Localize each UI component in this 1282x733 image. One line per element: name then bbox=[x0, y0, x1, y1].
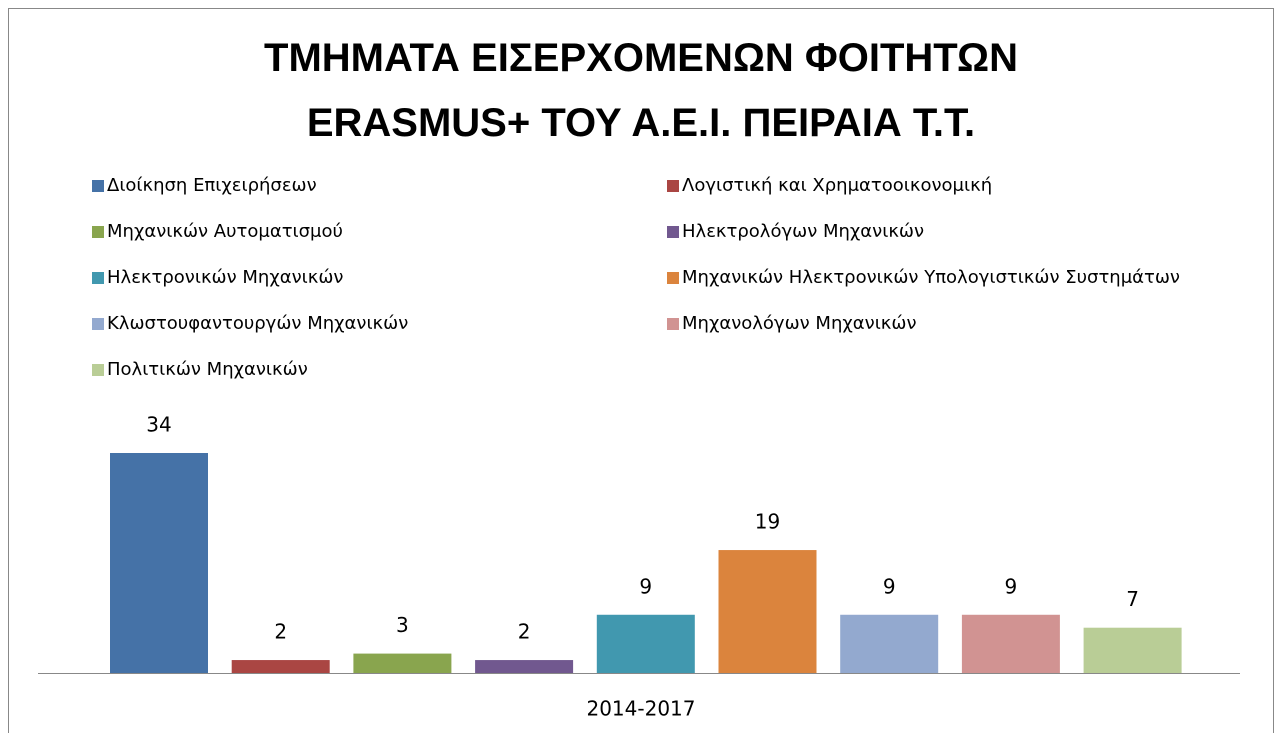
data-label: 19 bbox=[755, 510, 780, 534]
legend-swatch bbox=[92, 272, 104, 284]
legend-swatch bbox=[667, 180, 679, 192]
chart-title: ΤΜΗΜΑΤΑ ΕΙΣΕΡΧΟΜΕΝΩΝ ΦΟΙΤΗΤΩΝ ERASMUS+ ΤΟ… bbox=[264, 36, 1018, 145]
bar bbox=[475, 660, 574, 673]
legend-swatch bbox=[667, 272, 679, 284]
data-label: 2 bbox=[518, 620, 531, 644]
bar bbox=[353, 653, 452, 673]
bar bbox=[840, 614, 939, 673]
legend-label: Ηλεκτρονικών Μηχανικών bbox=[107, 267, 344, 288]
bar bbox=[110, 453, 208, 673]
legend-swatch bbox=[667, 226, 679, 238]
legend-swatch bbox=[92, 364, 104, 376]
data-label: 9 bbox=[883, 574, 896, 598]
data-label: 2 bbox=[274, 620, 287, 644]
legend-label: Ηλεκτρολόγων Μηχανικών bbox=[682, 221, 924, 242]
legend-swatch bbox=[92, 226, 104, 238]
legend-swatch bbox=[92, 318, 104, 330]
legend-swatch bbox=[667, 318, 679, 330]
bar bbox=[961, 614, 1060, 673]
bar bbox=[718, 550, 817, 673]
data-label: 7 bbox=[1126, 587, 1139, 611]
legend-label: Πολιτικών Μηχανικών bbox=[107, 359, 308, 380]
legend-label: Διοίκηση Επιχειρήσεων bbox=[107, 175, 317, 196]
x-tick-label: 2014-2017 bbox=[586, 697, 695, 721]
bar bbox=[596, 614, 695, 673]
bar bbox=[1083, 627, 1182, 673]
legend-label: Κλωστουφαντουργών Μηχανικών bbox=[107, 313, 408, 334]
legend-swatch bbox=[92, 180, 104, 192]
legend-label: Μηχανικών Αυτοματισμού bbox=[107, 221, 343, 242]
data-label: 34 bbox=[146, 413, 171, 437]
legend-label: Μηχανικών Ηλεκτρονικών Υπολογιστικών Συσ… bbox=[682, 267, 1180, 288]
legend-label: Μηχανολόγων Μηχανικών bbox=[682, 313, 917, 334]
chart-border bbox=[8, 8, 1274, 733]
data-label: 9 bbox=[639, 574, 652, 598]
legend-label: Λογιστική και Χρηματοοικονομική bbox=[682, 175, 992, 196]
bar bbox=[231, 660, 330, 673]
data-label: 3 bbox=[396, 613, 409, 637]
data-label: 9 bbox=[1005, 574, 1018, 598]
